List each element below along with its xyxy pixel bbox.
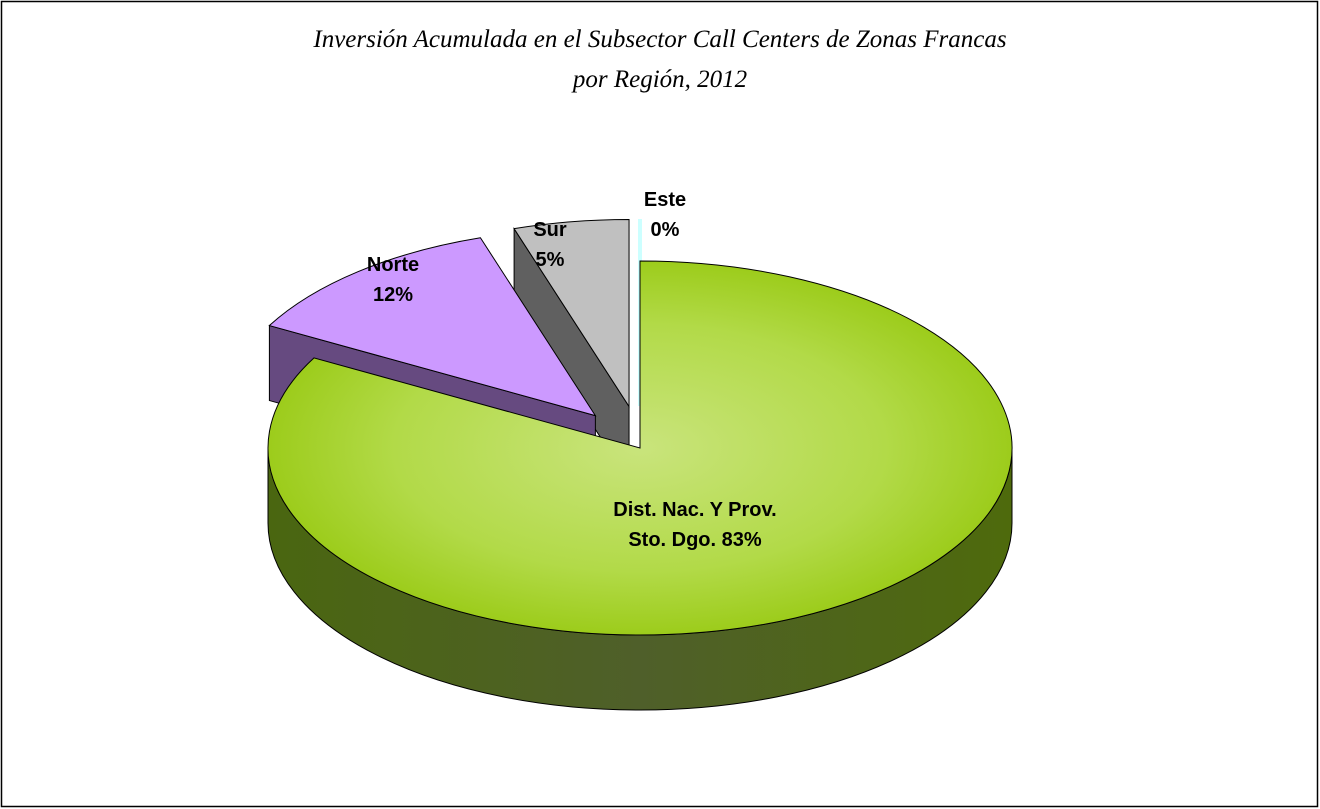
label-text: Dist. Nac. Y Prov. Sto. Dgo. — [613, 499, 777, 551]
label-text: 83% — [721, 529, 762, 551]
label-text: Este — [643, 189, 687, 211]
data-label: Norte 12% — [318, 250, 468, 310]
chart-title: por Región, 2012 — [572, 66, 748, 93]
data-label: Este 0% — [605, 185, 725, 245]
data-label: Dist. Nac. Y Prov. Sto. Dgo. 83% — [595, 495, 795, 555]
pie-slice — [267, 260, 1013, 636]
pie-slice — [268, 237, 597, 417]
chart-title: Inversión Acumulada en el Subsector Call… — [313, 26, 1007, 53]
label-text: Sur — [533, 219, 567, 241]
label-text: 0% — [650, 219, 680, 241]
label-text: 12% — [372, 284, 414, 306]
label-text: 5% — [535, 249, 565, 271]
label-text: Norte — [366, 254, 420, 276]
pie-slice — [513, 219, 630, 409]
data-label: Sur 5% — [500, 215, 600, 275]
